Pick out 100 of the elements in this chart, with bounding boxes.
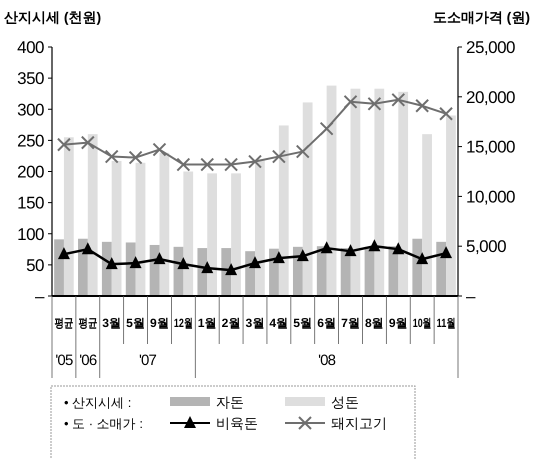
text: '05 <box>55 352 73 369</box>
y-axis-title: 산지시세 (천원) <box>4 9 102 25</box>
bar <box>350 88 360 296</box>
text: '06 <box>79 352 97 369</box>
point <box>177 257 190 270</box>
point <box>176 158 190 172</box>
point <box>106 257 118 270</box>
bar <box>64 137 74 296</box>
text: '08 <box>318 352 336 369</box>
x-tick-label: 9월 <box>388 316 408 330</box>
point <box>272 251 285 264</box>
y-tick-label: – <box>35 287 46 306</box>
x-tick-label: 3월 <box>246 316 264 330</box>
point <box>248 154 262 169</box>
x-tick-label: 평균 <box>54 316 78 330</box>
point <box>224 158 238 172</box>
y-tick-label: 100 <box>17 224 44 244</box>
point <box>296 144 310 159</box>
legend-label: 자돈 <box>216 394 244 410</box>
legend-label: 성돈 <box>331 394 359 410</box>
bar <box>388 246 398 296</box>
point <box>130 256 142 268</box>
x-tick-label: 2월 <box>222 316 241 330</box>
point <box>320 241 333 254</box>
point <box>225 263 238 276</box>
point <box>320 122 334 136</box>
point <box>58 247 70 260</box>
point <box>368 239 380 252</box>
y-tick-label: 300 <box>17 100 44 120</box>
y2-tick-label: 10,000 <box>466 187 516 206</box>
legend-label: 비육돈 <box>216 415 258 431</box>
bar <box>398 92 408 296</box>
point <box>104 150 119 164</box>
y2-tick-label: 25,000 <box>466 38 516 57</box>
y-tick-label: 400 <box>17 38 44 57</box>
bar <box>446 115 456 296</box>
y-tick-label: 350 <box>17 69 44 88</box>
x-tick-label: 4월 <box>269 316 288 330</box>
point <box>153 252 166 264</box>
x-tick-label: 평균 <box>78 316 102 330</box>
point <box>56 138 71 152</box>
bar <box>88 134 98 296</box>
y2-tick-label: 5,000 <box>466 237 506 256</box>
x-tick-label: 8월 <box>364 316 384 330</box>
bar <box>112 160 122 296</box>
point <box>415 98 430 113</box>
y2-tick-label: – <box>466 287 476 306</box>
point <box>367 96 382 111</box>
bar <box>150 244 160 296</box>
x-tick-label: 11월 <box>436 316 462 330</box>
point <box>200 158 214 172</box>
bar <box>136 162 146 296</box>
y-tick-label: 250 <box>17 131 44 150</box>
point <box>128 150 143 165</box>
point <box>82 242 94 254</box>
x-tick-label: 5월 <box>293 316 312 330</box>
point <box>391 92 406 107</box>
point <box>272 150 286 164</box>
bar <box>183 172 194 296</box>
bar <box>302 102 313 296</box>
x-tick-label: 10월 <box>412 316 438 330</box>
x-tick-label: 6월 <box>317 316 336 330</box>
bar <box>278 125 289 296</box>
point <box>152 142 166 157</box>
point <box>249 256 261 268</box>
y-tick-label: 50 <box>26 256 44 275</box>
x-tick-label: 3월 <box>102 316 122 330</box>
bar <box>255 160 265 296</box>
point <box>344 244 357 256</box>
legend-label: 돼지고기 <box>331 415 387 431</box>
bar <box>374 88 384 296</box>
point <box>440 246 452 258</box>
y-tick-label: 200 <box>17 162 44 182</box>
x-tick-label: 12월 <box>174 316 200 330</box>
text: • 도 · 소매가 : <box>64 416 143 431</box>
bar <box>231 173 241 296</box>
bar <box>207 173 218 296</box>
x-tick-label: 9월 <box>150 316 169 330</box>
text: '07 <box>138 352 157 369</box>
point <box>344 94 358 109</box>
bar <box>364 246 374 296</box>
point <box>392 242 404 254</box>
point <box>201 261 214 274</box>
bar <box>78 238 88 296</box>
point <box>80 136 95 150</box>
y2-tick-label: 15,000 <box>466 138 516 157</box>
y2-axis-title: 도소매가격 (원) <box>432 9 530 25</box>
x-tick-label: 1월 <box>198 316 217 330</box>
point <box>416 252 428 264</box>
bar <box>422 134 432 296</box>
x-tick-label: 5월 <box>126 316 146 330</box>
y2-tick-label: 20,000 <box>466 88 516 107</box>
bar <box>54 239 64 296</box>
text: • 산지시세 : <box>64 395 132 410</box>
y-tick-label: 150 <box>17 194 44 213</box>
point <box>439 106 454 121</box>
bar <box>159 152 170 296</box>
bar <box>326 86 336 296</box>
x-tick-label: 7월 <box>341 316 360 330</box>
point <box>296 249 309 262</box>
